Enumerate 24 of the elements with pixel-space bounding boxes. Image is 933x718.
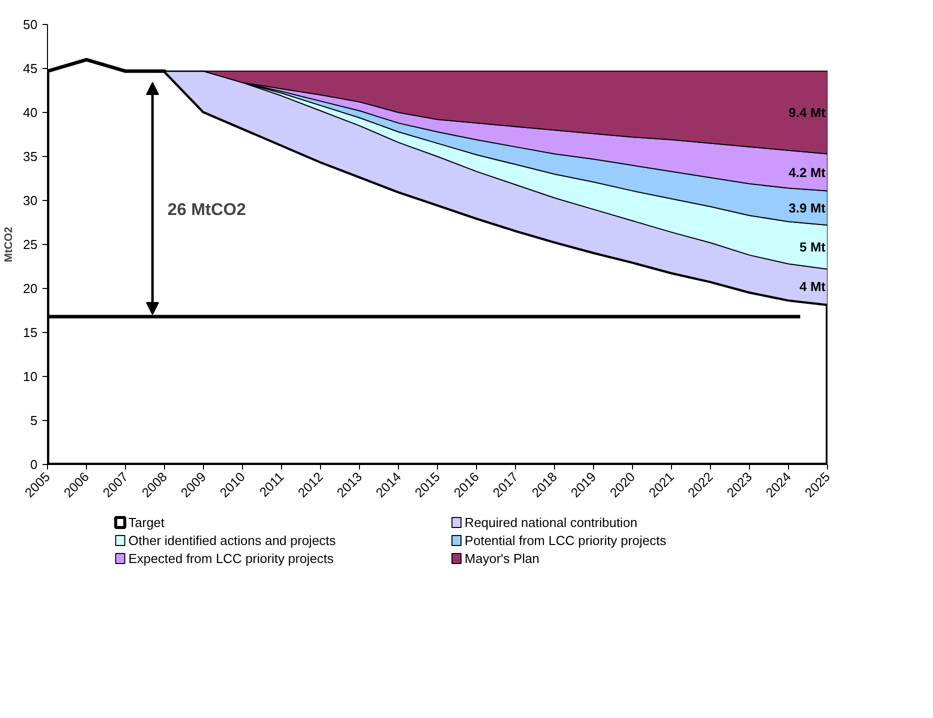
y-tick-label: 10 — [23, 369, 38, 384]
legend-label: Other identified actions and projects — [128, 533, 336, 548]
y-tick-label: 25 — [23, 237, 38, 252]
y-axis-title: MtCO2 — [3, 226, 16, 262]
annotation: 26 MtCO2 — [168, 200, 246, 219]
y-tick-label: 15 — [23, 325, 38, 340]
data-label: 4 Mt — [800, 279, 826, 294]
y-tick-label: 50 — [23, 17, 38, 32]
legend-label: Expected from LCC priority projects — [128, 551, 334, 566]
data-label: 3.9 Mt — [788, 200, 826, 216]
legend-label: Required national contribution — [464, 515, 638, 530]
y-tick-label: 0 — [30, 457, 38, 472]
y-tick-label: 30 — [23, 193, 38, 208]
legend-label: Target — [128, 515, 165, 530]
legend-label: Potential from LCC priority projects — [464, 533, 667, 548]
y-tick-label: 45 — [23, 61, 38, 76]
data-label: 4.2 Mt — [788, 164, 826, 180]
y-tick-label: 5 — [30, 413, 38, 428]
y-tick-label: 40 — [23, 105, 38, 120]
data-label: 9.4 Mt — [788, 105, 826, 120]
legend-label: Mayor's Plan — [464, 551, 540, 566]
y-tick-label: 20 — [23, 281, 38, 296]
data-label: 5 Mt — [800, 240, 826, 255]
y-tick-label: 35 — [23, 149, 38, 164]
